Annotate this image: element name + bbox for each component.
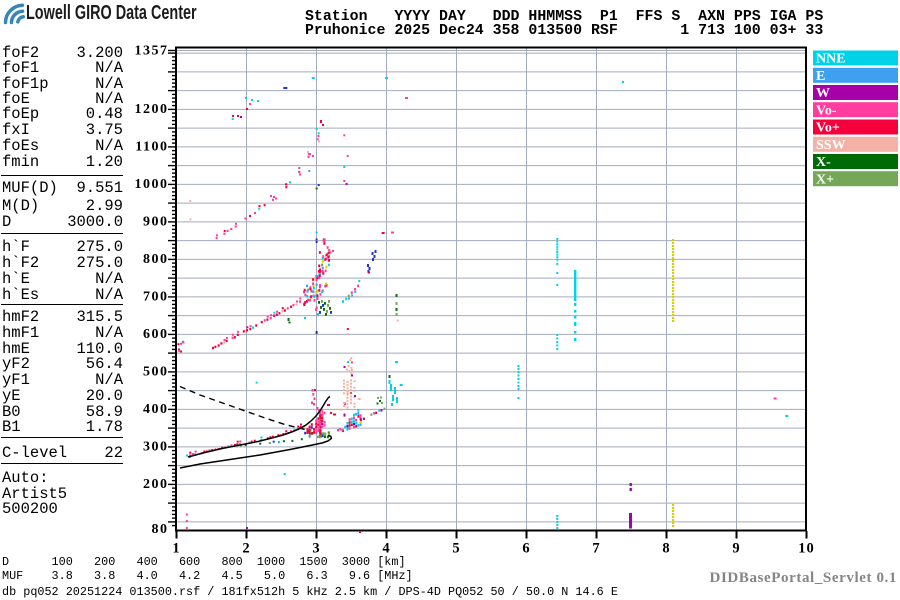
svg-text:10: 10	[798, 541, 815, 557]
svg-text:W: W	[816, 86, 830, 101]
svg-text:2: 2	[242, 541, 250, 557]
svg-text:800: 800	[143, 252, 169, 267]
svg-text:500: 500	[143, 365, 169, 380]
svg-text:X+: X+	[816, 172, 834, 187]
svg-text:NNE: NNE	[816, 52, 846, 67]
svg-text:1357: 1357	[135, 43, 169, 58]
svg-text:700: 700	[143, 290, 169, 305]
svg-text:E: E	[816, 69, 825, 84]
svg-text:900: 900	[143, 215, 169, 230]
svg-text:300: 300	[143, 440, 169, 455]
svg-text:Vo+: Vo+	[816, 121, 840, 136]
svg-text:7: 7	[592, 541, 600, 557]
svg-text:4: 4	[382, 541, 390, 557]
svg-text:80: 80	[152, 522, 169, 537]
svg-text:1000: 1000	[135, 177, 169, 192]
svg-text:Vo-: Vo-	[816, 104, 837, 119]
svg-text:6: 6	[522, 541, 530, 557]
svg-text:1100: 1100	[135, 140, 168, 155]
svg-text:3: 3	[312, 541, 320, 557]
svg-text:1: 1	[172, 541, 180, 557]
svg-text:1200: 1200	[135, 102, 169, 117]
svg-text:X-: X-	[816, 155, 831, 170]
svg-text:400: 400	[143, 402, 169, 417]
svg-text:600: 600	[143, 327, 169, 342]
svg-text:5: 5	[452, 541, 460, 557]
svg-text:SSW: SSW	[816, 138, 846, 153]
svg-text:200: 200	[143, 477, 169, 492]
svg-text:8: 8	[662, 541, 670, 557]
svg-text:9: 9	[732, 541, 740, 557]
